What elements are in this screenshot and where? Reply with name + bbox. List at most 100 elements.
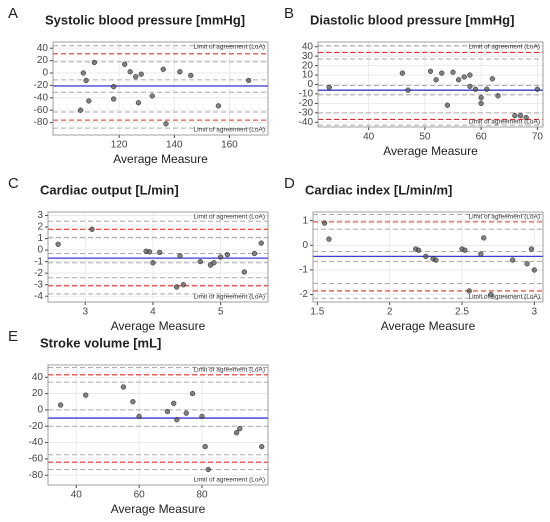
data-point <box>211 260 217 266</box>
data-point <box>202 443 208 450</box>
panel-label: D <box>284 175 295 192</box>
data-point <box>455 77 462 83</box>
y-tick-label: 0 <box>37 405 43 416</box>
data-point <box>531 267 537 273</box>
y-tick-label: 0 <box>307 79 313 90</box>
data-point <box>91 59 97 66</box>
data-point <box>467 72 473 78</box>
panel-title: Systolic blood pressure [mmHg] <box>45 12 245 27</box>
y-tick-label: 0 <box>302 240 308 251</box>
annotation: Limit of agreement (LoA) <box>193 214 265 221</box>
x-tick-label: 160 <box>221 140 238 151</box>
data-point <box>89 226 95 232</box>
data-point <box>466 288 472 294</box>
x-tick-label: 140 <box>166 140 183 151</box>
y-tick-label: 30 <box>302 51 314 62</box>
y-tick-label: -80 <box>34 117 49 128</box>
data-point <box>174 417 180 423</box>
y-tick-label: 1 <box>302 215 308 226</box>
x-tick-label: 2 <box>387 307 393 318</box>
data-point <box>160 66 166 72</box>
data-point <box>171 400 177 407</box>
data-point <box>83 392 89 398</box>
data-point <box>488 291 494 298</box>
data-point <box>183 410 189 416</box>
data-point <box>512 113 518 119</box>
data-point <box>135 100 142 106</box>
x-tick-label: 5 <box>218 307 224 318</box>
data-point <box>251 250 258 257</box>
data-point <box>150 260 156 266</box>
data-point <box>509 257 516 263</box>
x-tick-label: 40 <box>71 490 83 501</box>
x-tick-label: 4 <box>150 307 156 318</box>
y-tick-label: -20 <box>34 80 49 91</box>
y-tick-label: -1 <box>299 265 308 276</box>
x-tick-label: 80 <box>196 490 208 501</box>
data-point <box>146 249 153 255</box>
data-point <box>478 251 484 257</box>
data-point <box>164 408 171 415</box>
y-tick-label: -20 <box>29 421 44 432</box>
data-point <box>259 443 265 450</box>
x-tick-label: 3 <box>532 307 538 318</box>
panel-title: Cardiac index [L/min/m] <box>305 182 452 197</box>
y-tick-label: 20 <box>32 388 44 399</box>
plot-border <box>47 211 269 303</box>
y-tick-label: 0 <box>42 68 48 79</box>
data-point <box>177 253 183 259</box>
y-tick-label: -30 <box>299 107 314 118</box>
data-point <box>467 83 473 90</box>
x-tick-label: 2.5 <box>455 307 469 318</box>
data-point <box>120 384 127 390</box>
annotation: Limit of agreement (LoA) <box>468 294 540 301</box>
data-point <box>110 96 117 102</box>
data-point <box>133 74 139 80</box>
data-point <box>439 70 445 76</box>
data-point <box>478 100 484 107</box>
plot-border <box>317 41 544 128</box>
data-point <box>77 107 84 113</box>
y-tick-label: 20 <box>302 60 314 71</box>
data-point <box>217 254 224 260</box>
data-point <box>433 257 439 263</box>
y-tick-label: 20 <box>37 55 49 66</box>
data-point <box>215 103 222 109</box>
data-point <box>423 253 429 260</box>
data-point <box>484 86 490 92</box>
data-point <box>258 240 264 246</box>
data-point <box>462 247 468 253</box>
data-point <box>326 84 332 90</box>
y-tick-label: -40 <box>34 92 49 103</box>
panel-title: Stroke volume [mL] <box>40 335 161 350</box>
data-point <box>127 69 133 75</box>
data-point <box>241 269 247 275</box>
data-point <box>86 98 92 104</box>
y-tick-label: -20 <box>299 98 314 109</box>
x-tick-label: 60 <box>476 132 488 143</box>
data-point <box>524 261 530 267</box>
data-point <box>444 102 451 108</box>
plot-background <box>53 42 268 135</box>
x-tick-label: 1.5 <box>310 307 324 318</box>
y-tick-label: -2 <box>34 268 43 279</box>
data-point <box>57 402 64 408</box>
data-point <box>224 252 231 258</box>
data-point <box>110 83 117 90</box>
panel-label: C <box>8 175 19 192</box>
data-point <box>326 236 332 242</box>
data-point <box>415 247 422 253</box>
data-point <box>528 246 535 252</box>
data-point <box>122 61 128 67</box>
data-point <box>433 77 439 83</box>
panel-title: Diastolic blood pressure [mmHg] <box>310 12 514 27</box>
y-tick-label: -40 <box>299 117 314 128</box>
data-point <box>83 77 89 84</box>
x-axis-label: Average Measure <box>113 152 208 166</box>
x-axis-label: Average Measure <box>383 144 478 158</box>
data-point <box>489 76 496 82</box>
x-tick-label: 40 <box>363 132 375 143</box>
panel-label: A <box>8 5 18 22</box>
x-tick-label: 60 <box>134 490 146 501</box>
